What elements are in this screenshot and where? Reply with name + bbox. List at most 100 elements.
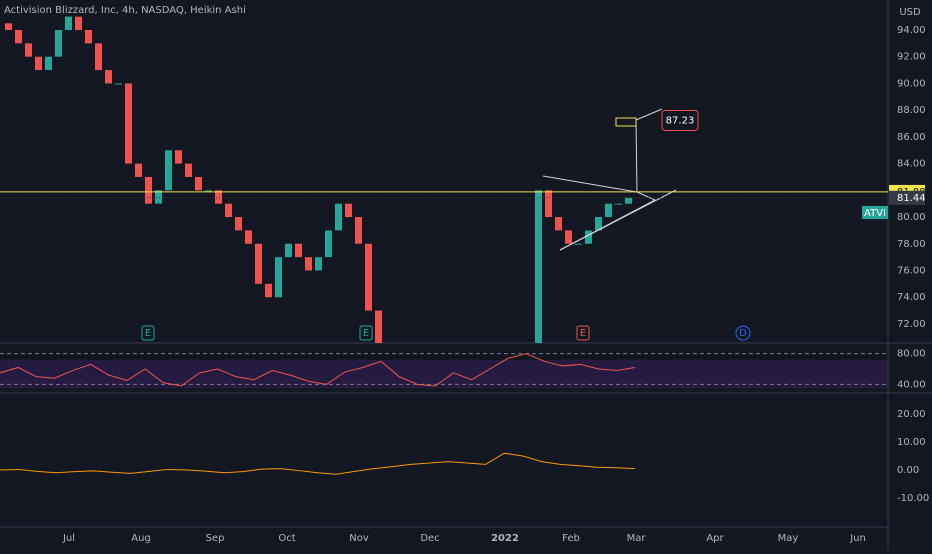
y-tick-label: 90.00 [897,78,926,89]
candle [205,190,212,192]
time-label: 2022 [491,533,519,544]
candle [555,217,562,231]
y-tick-label: 92.00 [897,52,926,63]
candle [45,56,52,71]
event-label: D [739,328,747,339]
y-tick-label: 78.00 [897,239,926,250]
time-label: Mar [627,533,647,544]
candle [235,217,242,231]
candle [95,43,102,71]
candle [565,230,572,244]
symbol-title: Activision Blizzard, Inc, 4h, NASDAQ, He… [4,5,246,16]
y-tick-label: 88.00 [897,105,926,116]
candle [315,257,322,271]
target-marker [615,117,637,127]
candle [145,176,152,204]
candle [195,176,202,191]
time-label: May [778,533,799,544]
candle [375,310,382,343]
y-tick-label: 76.00 [897,265,926,276]
target-label: 87.23 [666,115,695,126]
time-label: Oct [278,533,295,544]
time-label: Apr [706,533,724,544]
candle [595,217,602,231]
macd-tick-label: 0.00 [897,465,919,476]
macd-tick-label: -10.00 [897,493,929,504]
candle [605,203,612,218]
candle [115,83,122,85]
candle [65,16,72,30]
target-box [661,109,699,131]
candle [355,217,362,244]
event-label: E [145,328,151,339]
candle [135,163,142,177]
candle [275,257,282,298]
candle [175,150,182,164]
candle [245,230,252,244]
rsi-tick-label: 40.00 [897,379,926,390]
candle [295,243,302,258]
candle [5,23,12,30]
time-label: Jul [62,533,75,544]
event-label: E [363,328,369,339]
candle [285,243,292,258]
candle [265,283,272,298]
candle [15,30,22,44]
time-label: Jun [849,533,866,544]
event-marker [141,325,155,341]
macd-line [0,452,636,475]
y-tick-label: 80.00 [897,212,926,223]
candle [165,150,172,191]
time-label: Dec [420,533,439,544]
trend-line [559,189,677,251]
macd-tick-label: 20.00 [897,409,926,420]
candle [345,203,352,218]
time-label: Sep [206,533,225,544]
time-label: Nov [349,533,369,544]
y-tick-label: 86.00 [897,132,926,143]
macd-tick-label: 10.00 [897,437,926,448]
candle [545,190,552,218]
candle [325,230,332,258]
time-label: Aug [131,533,151,544]
candle [105,70,112,84]
candle [125,83,132,164]
candle [85,30,92,44]
y-tick-label: 72.00 [897,319,926,330]
candle [215,190,222,204]
y-tick-label: 74.00 [897,292,926,303]
rsi-line [0,353,636,387]
price-tag-label: 81.44 [897,193,926,204]
candle [625,197,632,204]
candle [365,243,372,311]
candle [305,257,312,271]
y-tick-label: 84.00 [897,159,926,170]
event-marker [735,325,751,341]
rsi-tick-label: 80.00 [897,349,926,360]
candle [185,163,192,177]
event-marker [576,325,590,341]
price-tag [889,190,925,205]
candle [575,243,582,245]
event-label: E [580,328,586,339]
candle [35,56,42,71]
candle [615,203,622,205]
candle [535,190,542,343]
symbol-label: ATVI [864,208,886,219]
candle [585,230,592,244]
currency[interactable]: USD [899,7,921,18]
candle [155,190,162,204]
rsi-band [0,360,888,388]
candle [255,243,262,284]
event-marker [359,325,373,341]
candle [225,203,232,218]
time-label: Feb [562,533,580,544]
candle [335,203,342,231]
y-tick-label: 94.00 [897,25,926,36]
symbol-tag [862,206,888,219]
candle [55,30,62,57]
candle [25,43,32,57]
candle [75,16,82,30]
